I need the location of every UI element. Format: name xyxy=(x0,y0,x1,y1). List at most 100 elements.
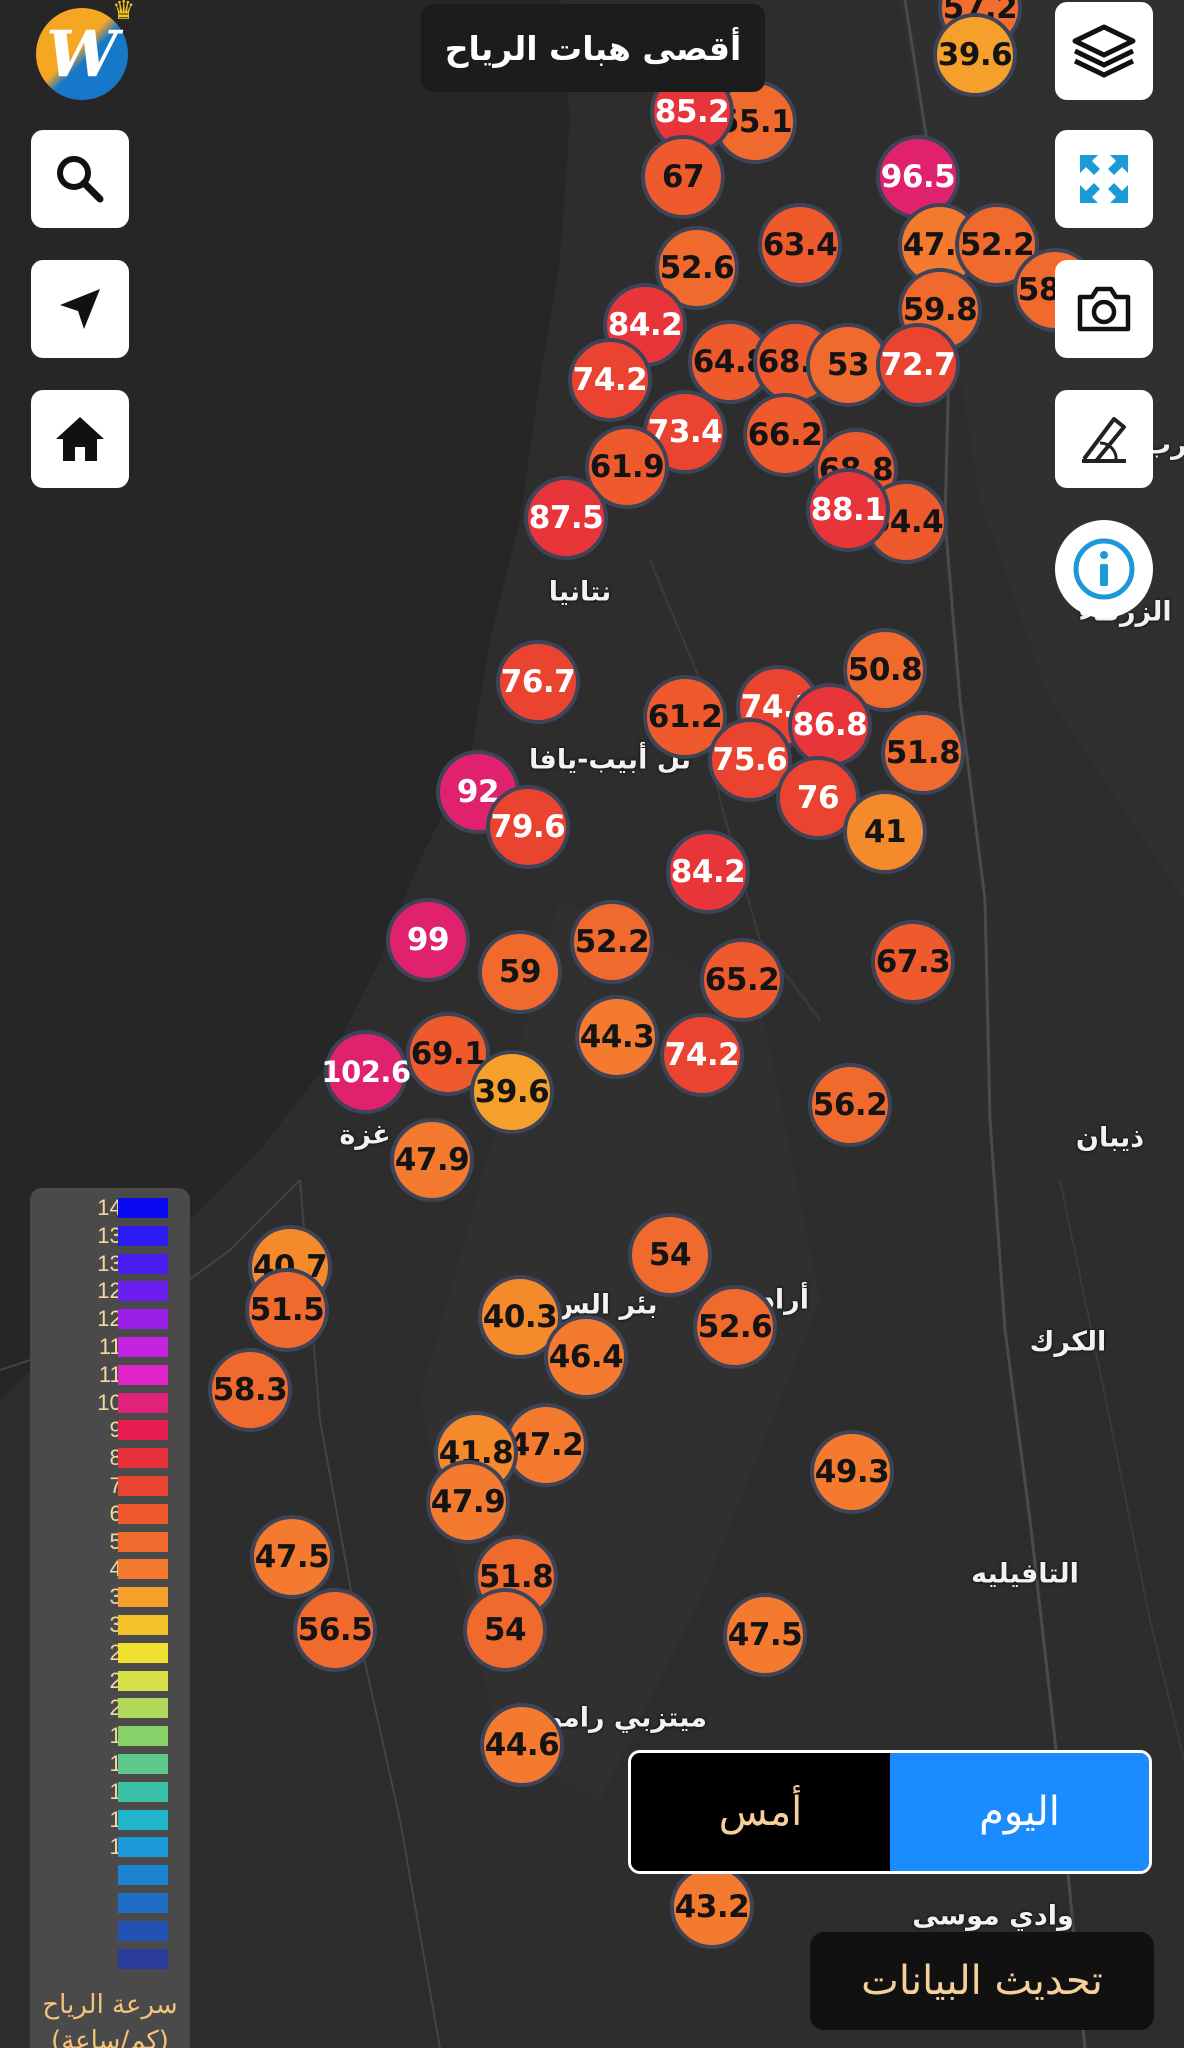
wind-gust-marker[interactable]: 67.3 xyxy=(871,920,955,1004)
wind-gust-marker[interactable]: 51.8 xyxy=(881,711,965,795)
legend-row: 12 xyxy=(30,1806,190,1834)
wind-gust-marker[interactable]: 47.2 xyxy=(504,1403,588,1487)
legend-color-swatch xyxy=(118,1253,168,1274)
crown-icon: ♛ xyxy=(112,0,136,26)
search-icon xyxy=(57,156,104,203)
map-title: أقصى هبات الرياح xyxy=(421,4,765,92)
legend-row: 6 xyxy=(30,1889,190,1917)
wind-gust-marker[interactable]: 58.3 xyxy=(208,1348,292,1432)
legend-row: 34 xyxy=(30,1583,190,1611)
legend-row: 100 xyxy=(30,1389,190,1417)
info-icon xyxy=(1073,538,1135,600)
wind-gust-marker[interactable]: 56.2 xyxy=(808,1063,892,1147)
legend-row: 2 xyxy=(30,1917,190,1945)
camera-button[interactable] xyxy=(1055,260,1153,358)
wind-gust-marker[interactable]: 54 xyxy=(628,1213,712,1297)
wind-gust-marker[interactable]: 59 xyxy=(478,930,562,1014)
measure-icon xyxy=(1082,417,1126,463)
wind-gust-marker[interactable]: 47.5 xyxy=(723,1593,807,1677)
place-label: غزة xyxy=(339,1119,391,1151)
wind-gust-marker[interactable]: 88.1 xyxy=(806,468,890,552)
wind-gust-marker[interactable]: 54 xyxy=(463,1588,547,1672)
navigation-arrow-icon xyxy=(60,289,100,329)
search-button[interactable] xyxy=(31,130,129,228)
wind-gust-marker[interactable]: 39.6 xyxy=(470,1050,554,1134)
wind-gust-marker[interactable]: 75.6 xyxy=(708,718,792,802)
wind-gust-marker[interactable]: 47.5 xyxy=(250,1515,334,1599)
wind-gust-marker[interactable]: 67 xyxy=(641,135,725,219)
place-label: بئر الس xyxy=(552,1289,658,1321)
fullscreen-icon xyxy=(1080,155,1128,203)
locate-button[interactable] xyxy=(31,260,129,358)
legend-color-swatch xyxy=(118,1698,168,1719)
measure-button[interactable] xyxy=(1055,390,1153,488)
legend-row: 70 xyxy=(30,1472,190,1500)
wind-gust-marker[interactable]: 74.2 xyxy=(568,338,652,422)
legend-color-swatch xyxy=(118,1559,168,1580)
fullscreen-button[interactable] xyxy=(1055,130,1153,228)
legend-row: 40 xyxy=(30,1555,190,1583)
wind-gust-marker[interactable]: 49.3 xyxy=(810,1430,894,1514)
legend-color-swatch xyxy=(118,1920,168,1941)
legend-color-swatch xyxy=(118,1809,168,1830)
legend-color-swatch xyxy=(118,1364,168,1385)
legend-color-swatch xyxy=(118,1531,168,1552)
wind-gust-marker[interactable]: 87.5 xyxy=(524,476,608,560)
wind-gust-marker[interactable]: 84.2 xyxy=(666,830,750,914)
legend-color-swatch xyxy=(118,1726,168,1747)
place-label: وادي موسى xyxy=(912,1900,1074,1932)
wind-gust-marker[interactable]: 44.6 xyxy=(480,1703,564,1787)
update-data-button[interactable]: تحديث البيانات xyxy=(810,1932,1154,2030)
legend-row: 20 xyxy=(30,1694,190,1722)
home-button[interactable] xyxy=(31,390,129,488)
today-tab[interactable]: اليوم xyxy=(890,1753,1149,1871)
legend-color-swatch xyxy=(118,1587,168,1608)
wind-gust-marker[interactable]: 51.5 xyxy=(245,1268,329,1352)
legend-color-swatch xyxy=(118,1781,168,1802)
yesterday-tab[interactable]: أمس xyxy=(631,1753,890,1871)
wind-gust-marker[interactable]: 47.9 xyxy=(390,1118,474,1202)
wind-gust-marker[interactable]: 52.2 xyxy=(570,900,654,984)
camera-icon xyxy=(1077,286,1131,332)
legend-row: 125 xyxy=(30,1277,190,1305)
legend-color-swatch xyxy=(118,1642,168,1663)
legend-color-swatch xyxy=(118,1198,168,1218)
layers-icon xyxy=(1072,24,1136,78)
legend-row: 16 xyxy=(30,1750,190,1778)
wind-gust-marker[interactable]: 72.7 xyxy=(876,323,960,407)
wind-gust-marker[interactable]: 52.6 xyxy=(693,1285,777,1369)
legend-color-swatch xyxy=(118,1448,168,1469)
wind-gust-marker[interactable]: 53 xyxy=(806,323,890,407)
legend-row: 115 xyxy=(30,1333,190,1361)
app-logo[interactable]: W xyxy=(36,8,128,100)
wind-gust-marker[interactable]: 66.2 xyxy=(743,393,827,477)
wind-gust-marker[interactable]: 41 xyxy=(843,790,927,874)
wind-gust-marker[interactable]: 46.4 xyxy=(544,1315,628,1399)
wind-gust-marker[interactable]: 52.6 xyxy=(655,226,739,310)
wind-gust-marker[interactable]: 86.8 xyxy=(788,683,872,767)
wind-gust-marker[interactable]: 73.4 xyxy=(643,390,727,474)
wind-gust-marker[interactable]: 102.6 xyxy=(321,1030,411,1114)
legend-row: 60 xyxy=(30,1500,190,1528)
info-button[interactable] xyxy=(1055,520,1153,618)
legend-caption: سرعة الرياح xyxy=(42,1990,178,2020)
place-label: نتانيا xyxy=(548,576,612,608)
wind-gust-marker[interactable]: 79.6 xyxy=(486,785,570,869)
wind-gust-marker[interactable]: 56.5 xyxy=(293,1588,377,1672)
wind-gust-marker[interactable]: 65.2 xyxy=(700,938,784,1022)
wind-gust-marker[interactable]: 76.7 xyxy=(496,640,580,724)
legend-color-swatch xyxy=(118,1337,168,1357)
wind-gust-marker[interactable]: 74.2 xyxy=(660,1013,744,1097)
wind-gust-marker[interactable]: 39.6 xyxy=(933,13,1017,97)
layers-button[interactable] xyxy=(1055,2,1153,100)
wind-gust-marker[interactable]: 43.2 xyxy=(670,1865,754,1949)
day-toggle[interactable]: أمس اليوم xyxy=(628,1750,1152,1874)
wind-gust-marker[interactable]: 47.9 xyxy=(426,1460,510,1544)
wind-gust-marker[interactable]: 44.3 xyxy=(575,995,659,1079)
legend-row: 8 xyxy=(30,1861,190,1889)
legend-row: 50 xyxy=(30,1528,190,1556)
wind-gust-marker[interactable]: 99 xyxy=(386,898,470,982)
legend-color-swatch xyxy=(118,1503,168,1524)
wind-gust-marker[interactable]: 63.4 xyxy=(758,203,842,287)
